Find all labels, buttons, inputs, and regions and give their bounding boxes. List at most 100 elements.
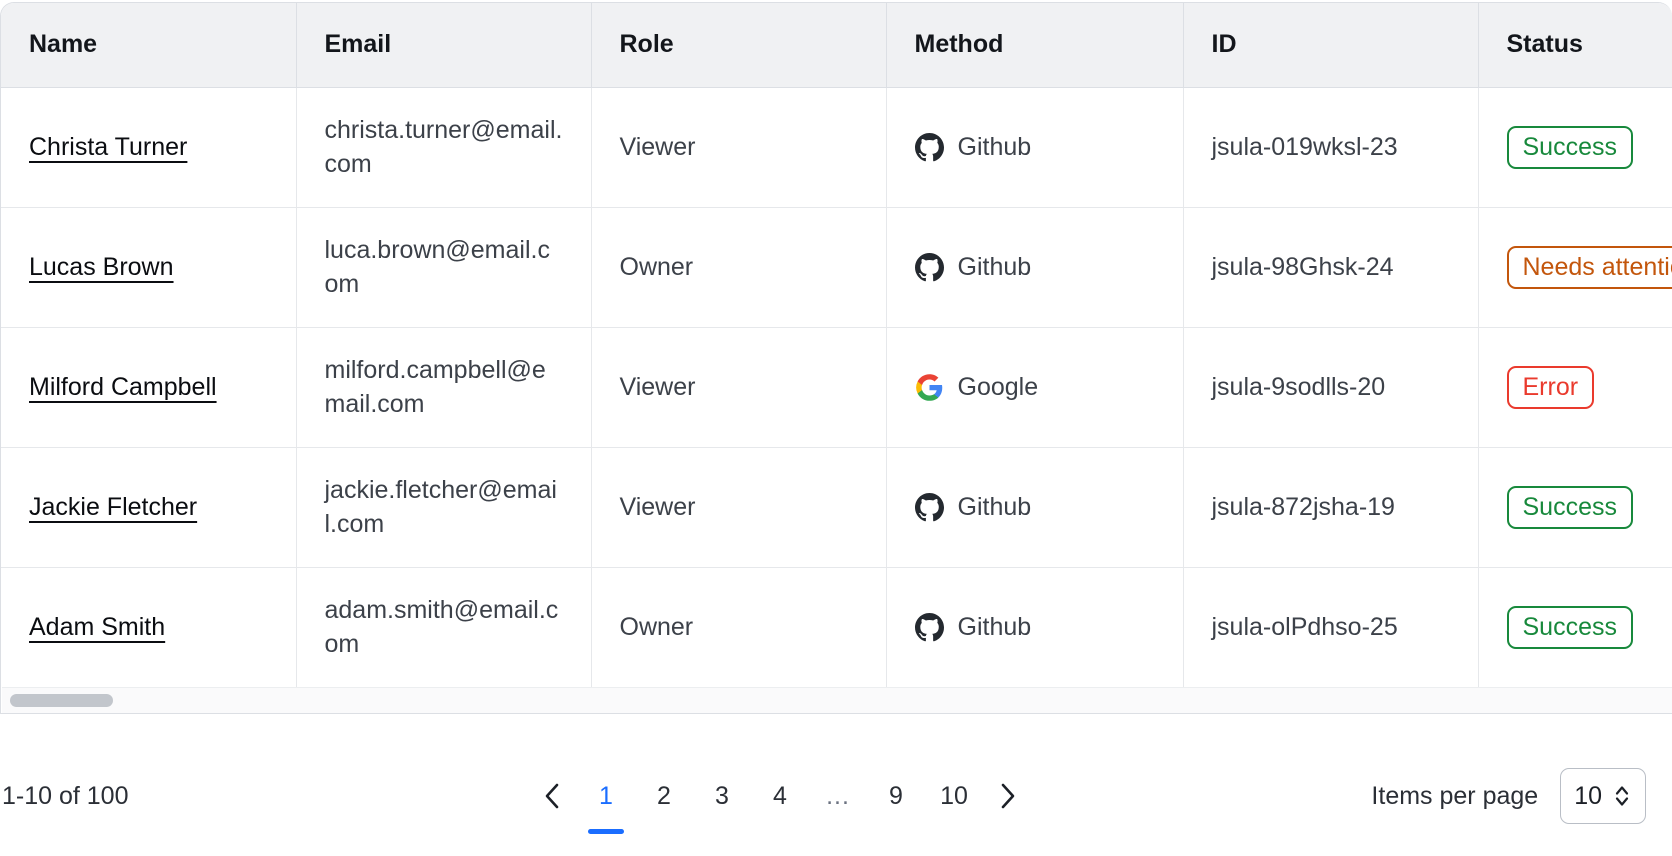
cell-email: luca.brown@email.com: [296, 207, 592, 328]
cell-method: Github: [886, 567, 1184, 687]
status-badge: Success: [1506, 125, 1633, 169]
page-number-1[interactable]: 1: [584, 768, 628, 834]
cell-id: jsula-9sodlls-20: [1183, 327, 1479, 448]
auth-method: Google: [915, 373, 1155, 402]
page-number-4[interactable]: 4: [773, 781, 787, 810]
table-row: Jackie Fletcher jackie.fletcher@email.com…: [1, 447, 1672, 568]
user-name-link[interactable]: Christa Turner: [29, 132, 188, 161]
cell-method: Github: [886, 207, 1184, 328]
user-id: jsula-olPdhso-25: [1211, 612, 1398, 641]
cell-method: Github: [886, 447, 1184, 568]
user-id: jsula-019wksl-23: [1211, 132, 1398, 161]
user-role: Viewer: [619, 372, 696, 401]
user-id: jsula-872jsha-19: [1211, 492, 1395, 521]
auth-method-label: Github: [957, 252, 1032, 281]
auth-method-label: Google: [957, 372, 1039, 401]
user-email: christa.turner@email.com: [324, 115, 563, 179]
cell-method: Google: [886, 327, 1184, 448]
table-row: Adam Smith adam.smith@email.com Owner Githu…: [1, 567, 1672, 687]
next-page-button[interactable]: [983, 770, 1031, 822]
chevron-up-down-icon: [1615, 786, 1629, 806]
cell-name: Christa Turner: [1, 87, 297, 208]
github-icon: [914, 252, 944, 281]
status-badge: Success: [1506, 485, 1633, 529]
cell-status: Success: [1478, 87, 1672, 208]
user-name-link[interactable]: Adam Smith: [29, 612, 166, 641]
cell-email: jackie.fletcher@email.com: [296, 447, 592, 568]
auth-method-label: Github: [957, 132, 1032, 161]
chevron-left-icon: [545, 783, 559, 809]
column-header-status[interactable]: Status: [1478, 3, 1672, 88]
user-email: milford.campbell@email.com: [324, 355, 546, 419]
items-per-page-value: 10: [1574, 781, 1602, 810]
horizontal-scrollbar[interactable]: [2, 687, 1672, 713]
page-number-9[interactable]: 9: [889, 781, 903, 810]
items-per-page-group: Items per page 10: [1371, 736, 1646, 856]
cell-status: Success: [1478, 567, 1672, 687]
table-row: Milford Campbell milford.campbell@email.c…: [1, 327, 1672, 448]
items-per-page-select[interactable]: 10: [1560, 768, 1646, 824]
cell-id: jsula-872jsha-19: [1183, 447, 1479, 568]
cell-method: Github: [886, 87, 1184, 208]
previous-page-button[interactable]: [529, 770, 577, 822]
cell-role: Viewer: [591, 87, 887, 208]
horizontal-scrollbar-thumb[interactable]: [10, 694, 113, 707]
user-id: jsula-9sodlls-20: [1211, 372, 1386, 401]
cell-id: jsula-019wksl-23: [1183, 87, 1479, 208]
items-per-page-label: Items per page: [1371, 781, 1539, 810]
auth-method-label: Github: [957, 492, 1032, 521]
column-header-email[interactable]: Email: [296, 3, 592, 88]
pagination-controls: 1 2 3 4... 9 10: [529, 736, 1031, 856]
cell-role: Viewer: [591, 447, 887, 568]
cell-name: Adam Smith: [1, 567, 297, 687]
github-icon: [914, 492, 944, 521]
status-badge: Success: [1506, 605, 1633, 649]
page-number-2[interactable]: 2: [657, 781, 671, 810]
page-number-3[interactable]: 3: [715, 781, 729, 810]
auth-method-label: Github: [957, 612, 1032, 641]
cell-id: jsula-olPdhso-25: [1183, 567, 1479, 687]
column-header-id[interactable]: ID: [1183, 3, 1479, 88]
user-name-link[interactable]: Jackie Fletcher: [29, 492, 198, 521]
column-header-role[interactable]: Role: [591, 3, 887, 88]
cell-status: Error: [1478, 327, 1672, 448]
column-header-name[interactable]: Name: [1, 3, 297, 88]
users-table: Name Email Role Method ID Status Christa…: [1, 3, 1672, 687]
user-role: Viewer: [619, 492, 696, 521]
auth-method: Github: [914, 612, 1155, 642]
cell-role: Owner: [591, 567, 887, 687]
pagination-range: 1-10 of 100: [2, 781, 129, 810]
table-body: Christa Turner christa.turner@email.com Vi…: [1, 87, 1672, 687]
cell-role: Viewer: [591, 327, 887, 448]
chevron-right-icon: [1001, 783, 1015, 809]
cell-status: Needs attention: [1478, 207, 1672, 328]
users-table-container: Name Email Role Method ID Status Christa…: [0, 2, 1672, 714]
status-badge: Needs attention: [1506, 245, 1672, 289]
status-badge: Error: [1506, 365, 1595, 409]
github-icon: [914, 612, 944, 642]
user-email: luca.brown@email.com: [324, 235, 550, 299]
user-name-link[interactable]: Milford Campbell: [29, 372, 217, 401]
cell-name: Milford Campbell: [1, 327, 297, 448]
cell-email: milford.campbell@email.com: [296, 327, 592, 448]
cell-id: jsula-98Ghsk-24: [1183, 207, 1479, 328]
user-name-link[interactable]: Lucas Brown: [29, 252, 174, 281]
column-header-method[interactable]: Method: [886, 3, 1184, 88]
page-number-10[interactable]: 10: [940, 781, 968, 810]
table-header-row: Name Email Role Method ID Status: [1, 3, 1672, 88]
table-row: Lucas Brown luca.brown@email.com Owner Gith…: [1, 207, 1672, 328]
pagination-bar: 1-10 of 100 1 2 3 4... 9 10 Items per page 10: [0, 736, 1672, 856]
cell-role: Owner: [591, 207, 887, 328]
github-icon: [914, 132, 944, 161]
cell-name: Lucas Brown: [1, 207, 297, 328]
user-role: Owner: [619, 252, 694, 281]
cell-email: christa.turner@email.com: [296, 87, 592, 208]
user-id: jsula-98Ghsk-24: [1211, 252, 1394, 281]
table-row: Christa Turner christa.turner@email.com Vi…: [1, 87, 1672, 208]
table-header: Name Email Role Method ID Status: [1, 3, 1672, 88]
user-role: Viewer: [619, 132, 696, 161]
cell-status: Success: [1478, 447, 1672, 568]
pagination-ellipsis: ...: [826, 781, 850, 810]
google-icon: [915, 373, 942, 401]
